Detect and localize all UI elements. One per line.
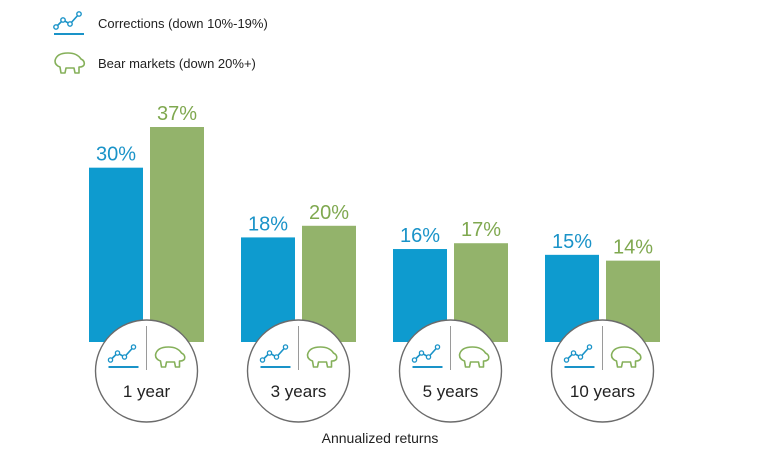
x-axis-title: Annualized returns — [321, 430, 439, 446]
corrections-value-label: 30% — [96, 144, 136, 166]
corrections-value-label: 15% — [552, 231, 592, 253]
corrections-value-label: 16% — [400, 225, 440, 247]
trend-line-icon — [259, 344, 291, 368]
bar-group-4: 15% 14% 10 years — [545, 231, 660, 423]
corrections-value-label: 18% — [248, 213, 288, 235]
legend-bear-markets: Bear markets (down 20%+) — [52, 50, 256, 76]
category-label: 5 years — [423, 382, 479, 401]
bar-group-2: 18% 20% 3 years — [241, 202, 356, 423]
trend-line-icon — [411, 344, 443, 368]
legend-label-bear-markets: Bear markets (down 20%+) — [98, 55, 256, 71]
bear-market-value-label: 20% — [309, 202, 349, 224]
trend-line-icon — [53, 11, 84, 35]
period-badge — [94, 319, 199, 423]
corrections-bar — [89, 167, 143, 342]
period-badge — [550, 319, 655, 423]
bear-icon — [54, 52, 86, 74]
category-label: 3 years — [271, 382, 327, 401]
bear-icon — [458, 346, 490, 368]
period-badge — [398, 319, 503, 423]
bar-group-3: 16% 17% 5 years — [393, 219, 508, 423]
bear-icon — [154, 346, 186, 368]
period-badge — [246, 319, 351, 423]
bear-icon — [610, 346, 642, 368]
legend-corrections: Corrections (down 10%-19%) — [52, 10, 268, 36]
category-label: 1 year — [123, 382, 171, 401]
bar-group-1: 30% 37% 1 year — [89, 103, 204, 423]
category-label: 10 years — [570, 382, 635, 401]
bear-market-value-label: 37% — [157, 103, 197, 125]
bear-icon — [306, 346, 338, 368]
trend-line-icon — [563, 344, 595, 368]
trend-line-icon — [107, 344, 139, 368]
bear-market-bar — [150, 127, 204, 342]
bear-market-value-label: 14% — [613, 237, 653, 259]
bear-market-value-label: 17% — [461, 219, 501, 241]
legend-label-corrections: Corrections (down 10%-19%) — [98, 15, 268, 31]
